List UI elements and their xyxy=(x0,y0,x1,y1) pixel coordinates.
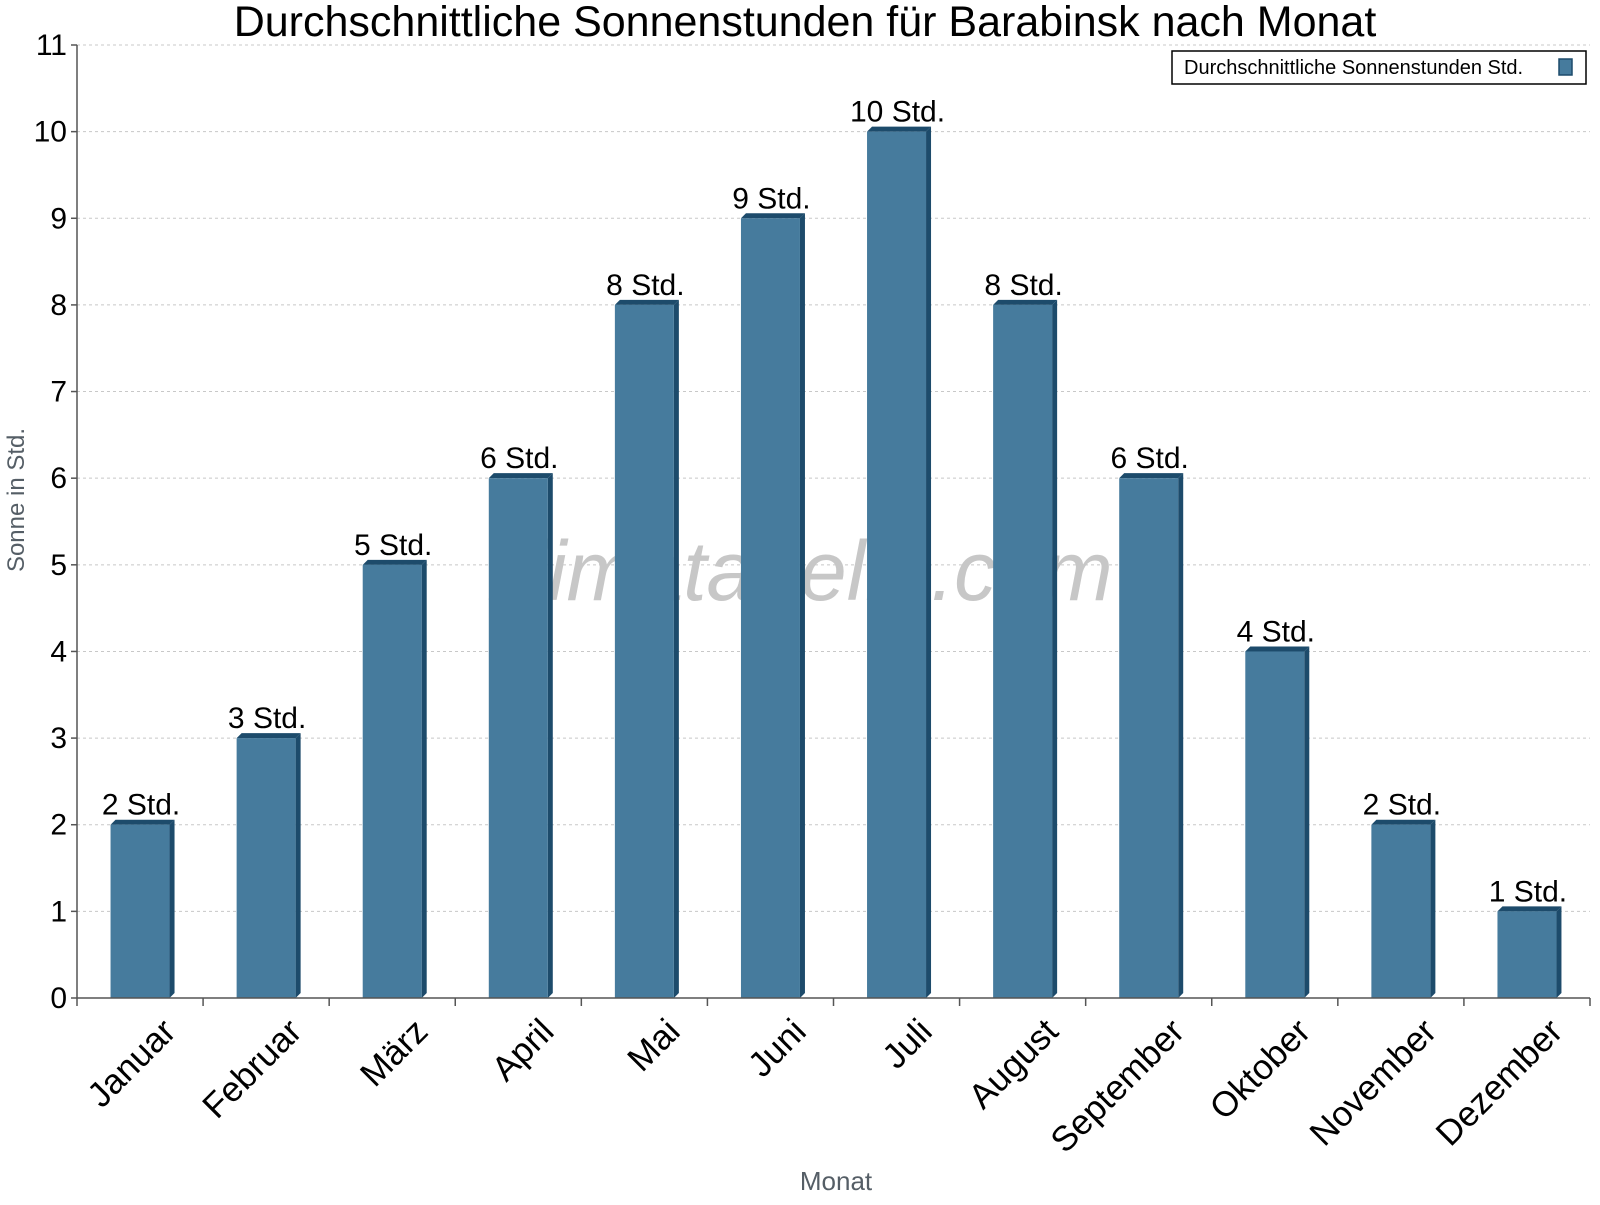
category-label: Juni xyxy=(741,1012,814,1085)
category-label: Februar xyxy=(195,1011,309,1125)
y-tick-label: 1 xyxy=(50,895,67,928)
bar-side xyxy=(673,299,679,999)
legend: Durchschnittliche Sonnenstunden Std. xyxy=(1171,50,1587,85)
bar-top xyxy=(1245,646,1310,652)
category-label: August xyxy=(961,1011,1066,1116)
bar xyxy=(1119,473,1184,998)
bar-side xyxy=(547,473,553,998)
bar xyxy=(1497,906,1562,998)
bar-side xyxy=(295,733,301,998)
bar xyxy=(236,733,301,998)
bar xyxy=(1245,646,1310,998)
bar-side xyxy=(1556,906,1562,998)
category-label: Juli xyxy=(875,1012,940,1077)
data-label: 4 Std. xyxy=(1237,615,1315,648)
category-label: April xyxy=(484,1012,561,1089)
data-label: 8 Std. xyxy=(984,269,1062,302)
bar xyxy=(110,819,175,998)
y-tick-label: 5 xyxy=(50,549,67,582)
data-label: 6 Std. xyxy=(1111,442,1189,475)
bar xyxy=(993,299,1058,999)
bar xyxy=(488,473,553,998)
bar-side xyxy=(1304,646,1310,998)
bar-front xyxy=(1497,911,1557,998)
y-tick-label: 6 xyxy=(50,462,67,495)
bar-top xyxy=(110,819,175,825)
data-label: 3 Std. xyxy=(228,702,306,735)
data-label: 5 Std. xyxy=(354,529,432,562)
bar-front xyxy=(867,131,927,999)
y-tick-label: 8 xyxy=(50,289,67,322)
bar-side xyxy=(1178,473,1184,998)
bar-front xyxy=(1371,824,1431,998)
bars xyxy=(110,126,1562,999)
data-label: 1 Std. xyxy=(1489,875,1567,908)
category-label: Oktober xyxy=(1202,1011,1318,1127)
chart-title: Durchschnittliche Sonnenstunden für Bara… xyxy=(234,0,1377,46)
bar-front xyxy=(236,738,296,998)
bar xyxy=(867,126,932,999)
data-label: 6 Std. xyxy=(480,442,558,475)
data-labels: 2 Std. 3 Std. 5 Std. 6 Std. 8 Std. 9 Std. 10 S… xyxy=(102,96,1567,909)
data-label: 2 Std. xyxy=(1363,789,1441,822)
x-axis-title: Monat xyxy=(800,1166,873,1196)
bar-front xyxy=(740,218,800,999)
grid-lines xyxy=(77,44,1590,912)
y-tick-label: 0 xyxy=(50,982,67,1015)
bar-side xyxy=(926,126,932,999)
data-label: 8 Std. xyxy=(606,269,684,302)
bar-top xyxy=(867,126,932,132)
bar-side xyxy=(169,819,175,998)
bar-top xyxy=(488,473,553,479)
bar xyxy=(740,213,805,999)
y-tick-label: 7 xyxy=(50,376,67,409)
bar-front xyxy=(614,304,674,999)
y-tick-label: 9 xyxy=(50,202,67,235)
legend-box xyxy=(1171,50,1587,85)
data-label: 9 Std. xyxy=(732,182,810,215)
bar-top xyxy=(993,299,1058,305)
bar xyxy=(362,559,427,998)
bar-top xyxy=(1371,819,1436,825)
category-label: März xyxy=(353,1012,436,1095)
bar-front xyxy=(993,304,1053,999)
bar-side xyxy=(1052,299,1058,999)
legend-label: Durchschnittliche Sonnenstunden Std. xyxy=(1184,57,1523,79)
category-label: Mai xyxy=(620,1012,687,1079)
bar-side xyxy=(799,213,805,999)
bar-side xyxy=(1430,819,1436,998)
bar-side xyxy=(421,559,427,998)
y-tick-label: 2 xyxy=(50,809,67,842)
bar-top xyxy=(1119,473,1184,479)
bar xyxy=(1371,819,1436,998)
bar-top xyxy=(740,213,805,219)
data-label: 10 Std. xyxy=(850,96,945,129)
bar-top xyxy=(236,733,301,739)
bar-top xyxy=(614,299,679,305)
category-label: Januar xyxy=(80,1011,183,1114)
bar-top xyxy=(362,559,427,565)
bar-front xyxy=(1119,478,1179,998)
data-label: 2 Std. xyxy=(102,789,180,822)
category-label: Dezember xyxy=(1428,1011,1570,1153)
bar-top xyxy=(1497,906,1562,912)
y-axis-title: Sonne in Std. xyxy=(3,428,30,572)
bar-front xyxy=(362,564,422,998)
bar xyxy=(614,299,679,999)
bar-front xyxy=(110,824,170,998)
y-tick-label: 4 xyxy=(50,635,67,668)
bar-front xyxy=(1245,651,1305,998)
legend-swatch xyxy=(1558,58,1573,76)
bar-front xyxy=(488,478,548,998)
y-tick-label: 11 xyxy=(36,29,67,62)
y-tick-label: 10 xyxy=(34,116,67,149)
category-label: September xyxy=(1043,1011,1192,1160)
y-tick-label: 3 xyxy=(50,722,67,755)
category-label: November xyxy=(1302,1011,1444,1153)
